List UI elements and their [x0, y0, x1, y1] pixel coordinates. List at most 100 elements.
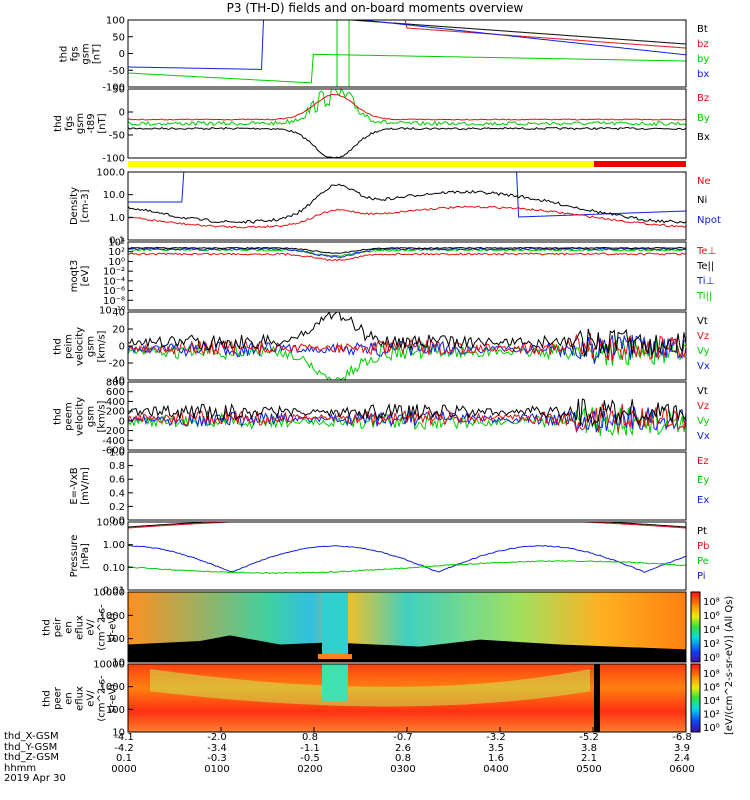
- ytick-label: 1.0: [109, 213, 125, 224]
- ytick-label: 0.4: [109, 488, 125, 499]
- series-peem_velocity-vt: [127, 398, 687, 428]
- panel-pressure: 10.00 1.00 0.10 0.01: [96, 518, 687, 597]
- legend-peim_velocity-Vt: Vt: [697, 316, 708, 327]
- legend-peim_velocity-Vy: Vy: [697, 346, 710, 358]
- time-value: 0300: [390, 763, 416, 775]
- legend-fgs_gsm-by: by: [697, 53, 710, 65]
- panel-efield: 1.0 0.8 0.6 0.4 0.2 0.0: [109, 448, 687, 527]
- legend-pressure-Pi: Pi: [697, 571, 706, 583]
- time-value: 0.8: [395, 753, 411, 764]
- spectrogram-gap: [594, 664, 600, 732]
- colorbar-tick: 10⁸: [703, 669, 720, 680]
- time-value: -6.8: [672, 732, 692, 743]
- spectrogram-midband: [150, 669, 590, 707]
- panel-fgs_gsm: 100 50 0 -50 -100: [102, 16, 687, 94]
- series-fgs_gsm_clipped-bx: [127, 126, 687, 159]
- chart-title: P3 (TH-D) fields and on-board moments ov…: [226, 1, 524, 15]
- colorbar-1: [690, 663, 701, 733]
- legend-efield-Ex: Ex: [697, 494, 710, 506]
- ytick-label: -50: [109, 66, 125, 77]
- ytick-label: 50: [112, 32, 125, 43]
- ytick-label: -20: [109, 359, 125, 370]
- panel-frame-peem_velocity: [127, 381, 687, 451]
- series-temperature-te_par: [128, 246, 687, 254]
- time-value: 3.5: [488, 742, 504, 754]
- ylabel-fgs_gsm: thd fgs gsm [nT]: [58, 42, 102, 65]
- colorbar-tick: 10⁴: [703, 696, 720, 707]
- time-value: 0500: [576, 763, 602, 775]
- ytick-label: 0: [119, 416, 125, 427]
- colorbar-0: [690, 591, 701, 663]
- time-row-label: thd_X-GSM: [4, 731, 59, 742]
- time-row-thd_Z-GSM: thd_Z-GSM: [4, 752, 59, 764]
- date-label: 2019 Apr 30: [4, 773, 66, 784]
- legend-peem_velocity-Vt: Vt: [697, 386, 708, 397]
- legend-peem_velocity-Vy: Vy: [697, 416, 710, 428]
- legend-density-Ni: Ni: [697, 195, 708, 207]
- ytick-label: 10000: [93, 660, 125, 671]
- series-fgs_gsm_clipped-bz: [127, 93, 687, 121]
- panel-fgs_gsm_clipped: 50 0 -50 -100: [102, 85, 687, 165]
- ytick-label: 10.00: [96, 518, 125, 529]
- ytick-label: 0.01: [103, 586, 125, 597]
- ytick-label: 0.8: [109, 461, 125, 472]
- ytick-label: 10⁻¹⁰: [99, 306, 125, 317]
- time-row-thd_Y-GSM: thd_Y-GSM: [4, 742, 57, 754]
- time-value: -0.7: [393, 732, 413, 743]
- legend-pressure-Pb: Pb: [697, 541, 710, 553]
- panel-peer_en_eflux: 10000 1000 100 10: [93, 660, 687, 739]
- ytick-label: -100: [102, 154, 125, 165]
- ytick-label: 0.6: [109, 475, 125, 486]
- ylabel-density: Density [cm-3]: [69, 186, 91, 226]
- panel-frame-fgs_gsm_clipped: [127, 88, 687, 159]
- legend-density-Ne: Ne: [697, 176, 711, 187]
- series-density-ne: [127, 205, 687, 229]
- spectrogram-noise-floor: [128, 635, 686, 662]
- time-value: 0000: [111, 763, 137, 775]
- ytick-label: 0.2: [109, 502, 125, 513]
- ytick-label: 600: [106, 387, 125, 398]
- legend-density-Npot: Npot: [697, 214, 721, 226]
- series-peim_velocity-vz: [127, 332, 687, 361]
- series-pressure-pi: [127, 544, 687, 573]
- colorbar-tick: 10⁰: [703, 723, 720, 734]
- colorbar-tick: 10⁸: [703, 597, 720, 608]
- time-value: 2.4: [674, 753, 690, 764]
- ylabel-peem_velocity: thd peem velocity gsm [km/s]: [52, 396, 108, 436]
- ytick-label: 0.0: [109, 516, 125, 527]
- legend-efield-Ez: Ez: [697, 456, 709, 467]
- series-fgs_gsm-bt: [128, 19, 687, 45]
- ytick-label: 100: [106, 634, 125, 645]
- ytick-label: 0.10: [103, 563, 125, 574]
- ytick-label: 10.0: [103, 190, 125, 201]
- time-row-thd_X-GSM: thd_X-GSM: [4, 731, 59, 743]
- time-value: -3.4: [207, 742, 227, 754]
- series-density-npot: [128, 171, 687, 218]
- panel-density: 100.0 10.0 1.0 0.1: [96, 168, 687, 247]
- ytick-label: 50: [112, 85, 125, 96]
- ylabel-efield: E=-VxB [mV/m]: [69, 467, 91, 505]
- time-value: -5.2: [579, 732, 599, 743]
- legend-fgs_gsm-bx: bx: [697, 68, 710, 80]
- legend-temperature-Te⊥: Te⊥: [697, 246, 717, 257]
- panel-frame-temperature: [127, 241, 687, 311]
- ytick-label: 40: [112, 308, 125, 319]
- ytick-label: 400: [106, 397, 125, 408]
- ytick-label: 1.00: [103, 540, 125, 551]
- time-row-label: thd_Z-GSM: [4, 752, 59, 763]
- ytick-label: 100: [106, 16, 125, 27]
- ytick-label: 100: [106, 705, 125, 716]
- ytick-label: 10²: [108, 247, 125, 258]
- series-fgs_gsm_clipped-by: [127, 87, 687, 127]
- ytick-label: 10⁻⁸: [103, 296, 125, 307]
- legend-pressure-Pt: Pt: [697, 526, 707, 537]
- ytick-label: 0: [119, 108, 125, 119]
- ylabel-temperature: moqt3 [eV]: [69, 259, 91, 293]
- legend-fgs_gsm-bz: bz: [697, 38, 709, 50]
- legend-peim_velocity-Vx: Vx: [697, 361, 710, 373]
- ytick-label: 1.0: [109, 448, 125, 459]
- ytick-label: 1000: [100, 682, 125, 693]
